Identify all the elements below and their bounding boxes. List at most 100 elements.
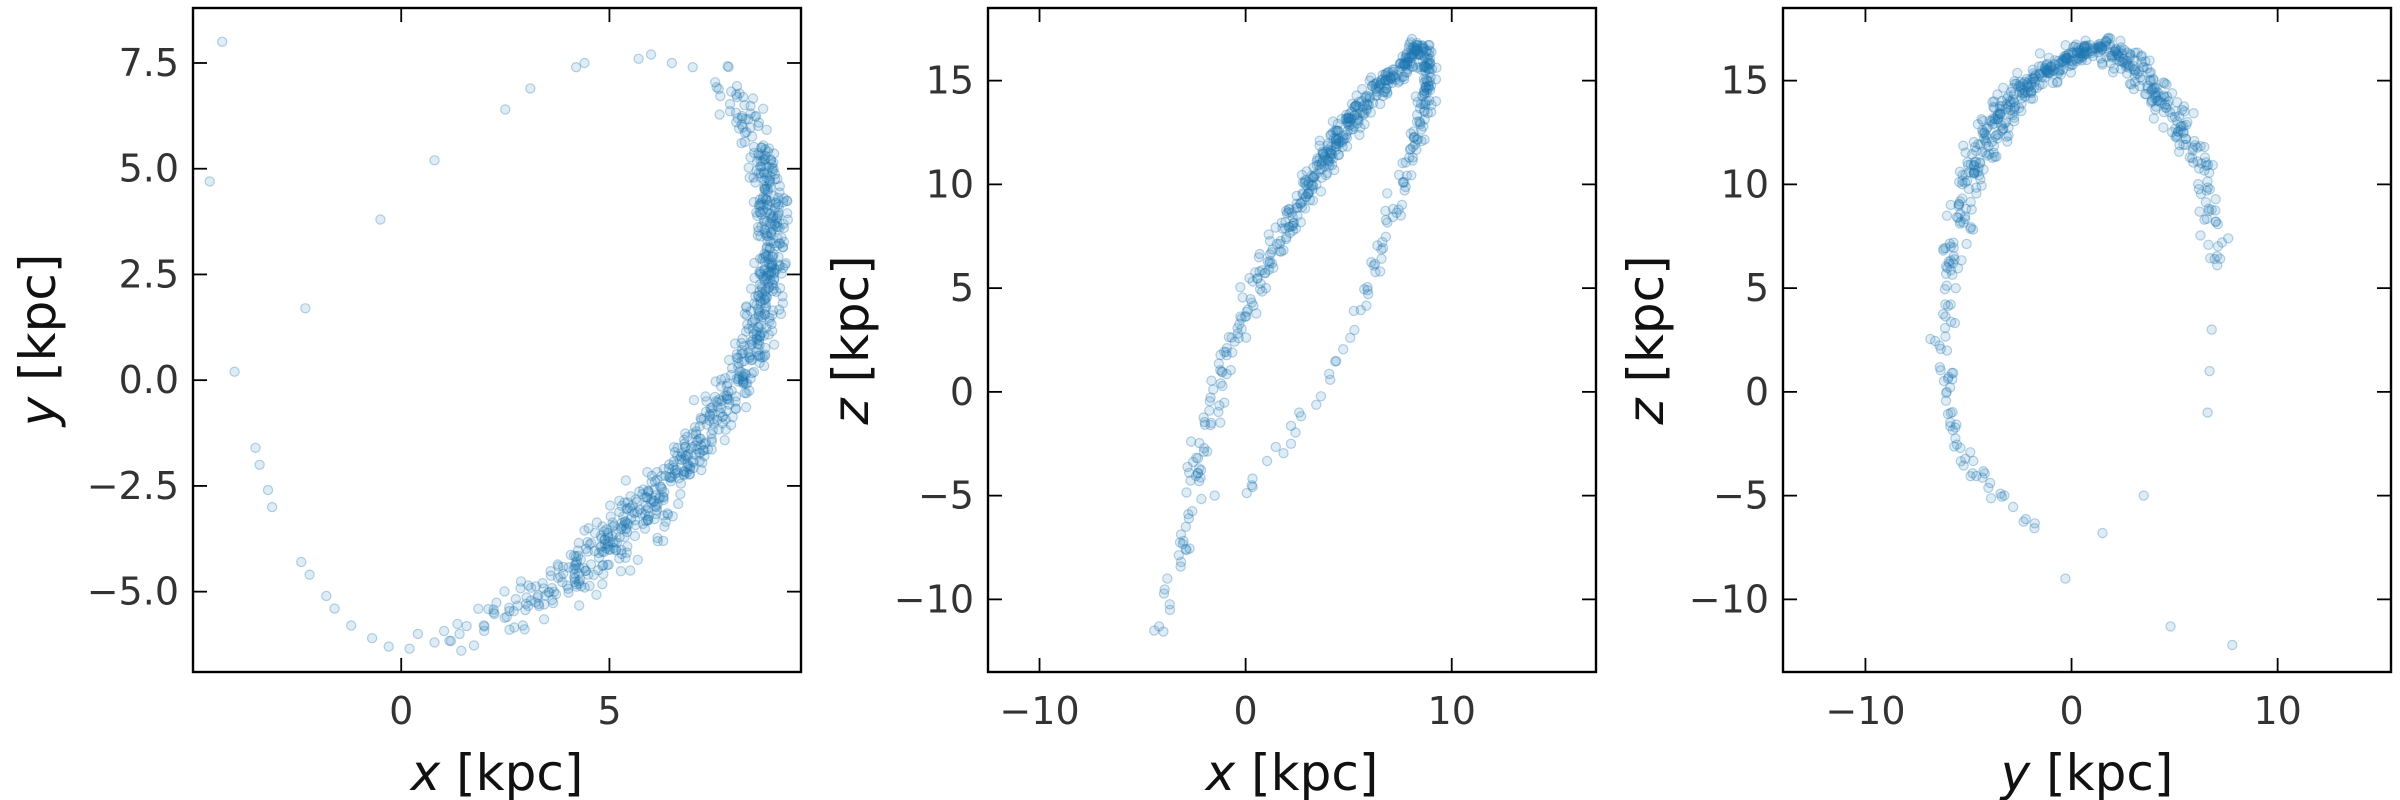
data-point xyxy=(1262,256,1274,267)
data-point xyxy=(1969,141,1981,153)
data-point xyxy=(589,545,600,557)
data-point xyxy=(1198,443,1210,454)
data-point xyxy=(1401,67,1413,78)
data-point xyxy=(639,523,651,534)
data-point xyxy=(473,603,484,615)
data-point xyxy=(1254,266,1265,277)
data-point xyxy=(1201,446,1213,457)
data-point xyxy=(461,620,472,632)
data-point xyxy=(1396,199,1408,211)
data-point xyxy=(2001,131,2013,142)
data-point xyxy=(659,521,670,532)
data-point xyxy=(1995,488,2006,499)
data-point xyxy=(1173,550,1185,561)
data-point xyxy=(759,153,771,165)
data-point xyxy=(1302,188,1313,199)
data-point xyxy=(1300,174,1311,186)
data-point xyxy=(656,483,668,495)
data-point xyxy=(706,444,717,455)
data-point xyxy=(614,553,625,564)
data-point xyxy=(623,519,634,530)
data-point xyxy=(755,266,766,277)
data-point xyxy=(766,262,777,273)
data-point xyxy=(2158,90,2169,101)
data-point xyxy=(759,265,770,276)
data-point xyxy=(538,583,549,594)
data-point xyxy=(1299,178,1310,189)
data-point xyxy=(2182,116,2193,128)
x-tick-label: −10 xyxy=(1825,689,1905,733)
data-point xyxy=(684,461,696,472)
data-point xyxy=(694,421,706,432)
data-point xyxy=(2026,79,2037,91)
data-point xyxy=(710,376,721,387)
data-point xyxy=(2014,86,2025,98)
data-point xyxy=(2142,80,2153,92)
data-point xyxy=(1220,346,1232,358)
data-point xyxy=(523,600,534,612)
data-point xyxy=(2146,84,2157,95)
data-point xyxy=(749,298,760,309)
data-point xyxy=(761,194,772,205)
data-point xyxy=(662,509,674,520)
data-point xyxy=(1980,129,1992,141)
data-point xyxy=(2053,65,2065,77)
data-point xyxy=(673,498,684,510)
data-point xyxy=(2007,94,2019,105)
data-point xyxy=(2063,49,2074,61)
data-point xyxy=(723,386,734,397)
data-point xyxy=(1989,113,2000,124)
data-point xyxy=(1411,44,1423,55)
data-point xyxy=(1382,67,1393,78)
data-point xyxy=(1342,112,1354,123)
data-point xyxy=(722,60,733,72)
data-point xyxy=(743,347,754,358)
data-point xyxy=(2093,42,2105,53)
data-point xyxy=(627,506,638,517)
data-point xyxy=(773,251,784,263)
data-point xyxy=(1377,242,1389,254)
data-point xyxy=(1246,297,1258,308)
data-point xyxy=(754,339,765,351)
data-point xyxy=(759,294,770,305)
data-point xyxy=(2013,102,2025,114)
data-point xyxy=(760,349,771,360)
data-point xyxy=(1975,139,1986,150)
data-point xyxy=(2043,67,2054,79)
data-point xyxy=(738,375,749,387)
data-point xyxy=(2151,82,2162,94)
data-point xyxy=(682,458,693,469)
data-point xyxy=(1971,470,1982,482)
data-point xyxy=(1254,284,1266,295)
data-point xyxy=(745,108,756,119)
data-point xyxy=(2150,87,2161,99)
data-point xyxy=(1967,468,1978,479)
data-point xyxy=(1363,99,1375,111)
data-point xyxy=(708,414,719,425)
data-point xyxy=(1198,446,1210,457)
data-point xyxy=(768,248,779,260)
data-point xyxy=(782,195,793,207)
data-point xyxy=(1940,268,1952,279)
data-point xyxy=(444,635,455,647)
data-point xyxy=(532,592,543,603)
data-point xyxy=(2107,50,2118,61)
data-point xyxy=(774,304,785,315)
data-point xyxy=(2026,77,2037,88)
data-point xyxy=(1960,453,1971,464)
data-point xyxy=(2033,61,2045,72)
data-point xyxy=(438,625,450,637)
data-point xyxy=(616,500,627,512)
data-point xyxy=(2200,196,2211,208)
data-point xyxy=(648,495,659,507)
data-point xyxy=(1354,129,1365,141)
x-axis-label: x [kpc] xyxy=(1204,744,1379,800)
data-point xyxy=(747,354,758,365)
data-point xyxy=(1337,130,1349,142)
data-point xyxy=(1324,160,1335,171)
data-point xyxy=(722,378,733,389)
data-point xyxy=(759,263,770,275)
data-point xyxy=(1947,269,1958,280)
data-point xyxy=(1387,70,1399,82)
data-point xyxy=(757,156,768,167)
